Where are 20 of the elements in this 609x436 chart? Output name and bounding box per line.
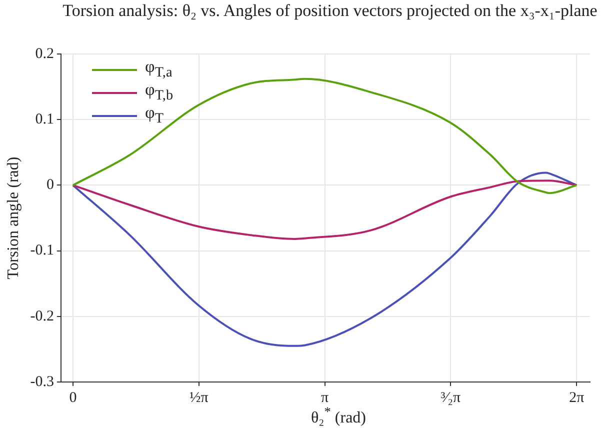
x-tick-label: 0 <box>69 390 77 406</box>
legend-label: φ$_{T,b}$ <box>145 80 174 105</box>
x-tick-label: ½π <box>189 390 209 406</box>
y-tick-label: 0.1 <box>35 112 54 128</box>
legend-label: φ$_{T}$ <box>145 103 164 128</box>
line-series <box>72 180 578 240</box>
chart-title: Torsion analysis: θ₂ vs. Angles of position vectors projected on the x₃-x₁-plane <box>62 0 598 21</box>
x-axis-title: θ₂$^{*}$ (rad) <box>310 404 367 428</box>
y-tick-label: -0.2 <box>30 308 54 324</box>
y-tick-label: 0.2 <box>35 46 54 62</box>
y-tick-label: -0.3 <box>30 374 54 390</box>
y-axis-title: Torsion angle (rad) <box>4 156 22 280</box>
x-tick-label: π <box>321 390 330 406</box>
x-tick-label: ³⁄₂π <box>440 390 462 406</box>
legend-label: φ$_{T,a}$ <box>145 57 172 82</box>
y-tick-label: -0.1 <box>30 242 54 259</box>
line-series <box>72 172 578 347</box>
y-tick-label: 0 <box>46 177 54 194</box>
line-series <box>72 78 578 194</box>
x-tick-label: 2π <box>569 390 585 406</box>
